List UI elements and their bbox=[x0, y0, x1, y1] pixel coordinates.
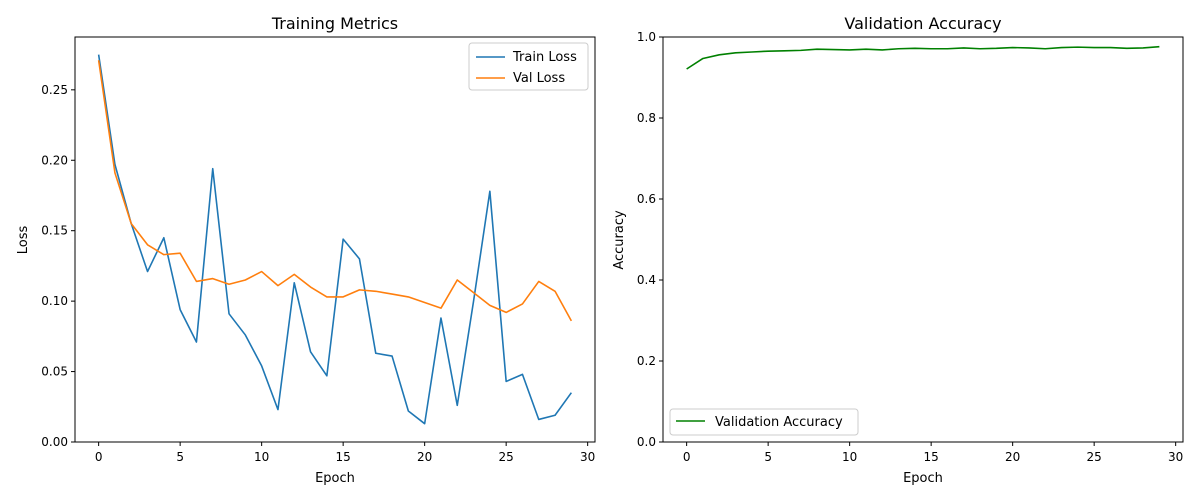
x-tick-label: 30 bbox=[580, 450, 595, 464]
x-tick-label: 25 bbox=[499, 450, 514, 464]
series-lines bbox=[97, 54, 573, 425]
y-tick-label: 0.0 bbox=[637, 435, 656, 449]
chart-title: Validation Accuracy bbox=[844, 14, 1001, 33]
y-tick-label: 1.0 bbox=[637, 30, 656, 44]
x-tick-label: 0 bbox=[683, 450, 691, 464]
plot-frame bbox=[662, 36, 1184, 443]
x-tick-label: 10 bbox=[842, 450, 857, 464]
x-tick-label: 5 bbox=[764, 450, 772, 464]
y-tick-label: 0.4 bbox=[637, 273, 656, 287]
chart-validation-accuracy: Validation Accuracy 0 5 10 15 20 25 30 0.00.20… bbox=[612, 14, 1184, 486]
x-tick-label: 20 bbox=[417, 450, 432, 464]
y-tick-label: 0.2 bbox=[637, 354, 656, 368]
series-line-val-loss bbox=[97, 60, 573, 322]
legend-label-val-loss: Val Loss bbox=[513, 71, 565, 86]
x-tick-label: 0 bbox=[95, 450, 103, 464]
y-tick-label: 0.6 bbox=[637, 192, 656, 206]
x-ticks: 0 5 10 15 20 25 30 bbox=[95, 442, 595, 464]
x-axis-label: Epoch bbox=[903, 471, 943, 486]
y-tick-label: 0.00 bbox=[41, 435, 68, 449]
legend: Validation Accuracy bbox=[669, 408, 859, 436]
legend-label-train-loss: Train Loss bbox=[512, 50, 577, 65]
x-tick-label: 10 bbox=[254, 450, 269, 464]
plot-frame bbox=[74, 36, 596, 443]
y-tick-label: 0.25 bbox=[41, 83, 68, 97]
x-tick-label: 15 bbox=[336, 450, 351, 464]
y-axis-label: Accuracy bbox=[612, 210, 627, 270]
chart-title: Training Metrics bbox=[271, 14, 398, 33]
x-tick-label: 15 bbox=[924, 450, 939, 464]
x-tick-label: 30 bbox=[1168, 450, 1183, 464]
x-tick-label: 25 bbox=[1087, 450, 1102, 464]
y-tick-label: 0.05 bbox=[41, 365, 68, 379]
y-tick-label: 0.20 bbox=[41, 153, 68, 167]
series-line-train-loss bbox=[97, 54, 573, 425]
series-line-validation-accuracy bbox=[686, 45, 1160, 70]
x-tick-label: 20 bbox=[1005, 450, 1020, 464]
chart-training-metrics: Training Metrics 0 5 10 15 20 25 30 0.000.050.… bbox=[16, 14, 596, 486]
legend-label-validation-accuracy: Validation Accuracy bbox=[715, 415, 843, 430]
x-tick-label: 5 bbox=[176, 450, 184, 464]
legend-box bbox=[669, 408, 859, 436]
y-tick-label: 0.8 bbox=[637, 111, 656, 125]
y-axis-label: Loss bbox=[16, 226, 31, 255]
legend: Train Loss Val Loss bbox=[468, 42, 589, 91]
y-tick-label: 0.15 bbox=[41, 224, 68, 238]
y-tick-label: 0.10 bbox=[41, 294, 68, 308]
x-axis-label: Epoch bbox=[315, 471, 355, 486]
y-ticks: 0.00 0.05 0.10 0.15 0.20 0.25 bbox=[41, 83, 75, 449]
x-ticks: 0 5 10 15 20 25 30 bbox=[683, 442, 1183, 464]
series-lines bbox=[686, 45, 1160, 70]
y-ticks: 0.0 0.2 0.4 0.6 0.8 1.0 bbox=[637, 30, 663, 449]
